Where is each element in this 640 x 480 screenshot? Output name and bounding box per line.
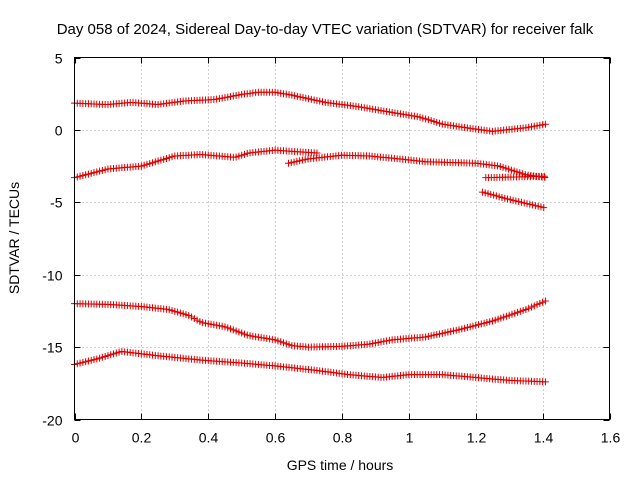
x-tick-label: 1.2 [467, 430, 487, 446]
data-point [541, 297, 549, 305]
data-point [541, 174, 549, 182]
data-point [541, 120, 549, 128]
series-track-5 [478, 188, 548, 212]
chart-title: Day 058 of 2024, Sidereal Day-to-day VTE… [57, 21, 594, 38]
data-point [540, 204, 548, 212]
series-track-7 [71, 348, 549, 386]
x-tick-label: 0.8 [333, 430, 353, 446]
x-tick-label: 0.4 [199, 430, 219, 446]
y-tick-label: 0 [55, 123, 63, 139]
x-tick-label: 0.6 [266, 430, 286, 446]
data-point [541, 378, 549, 386]
y-axis-label: SDTVAR / TECUs [6, 182, 22, 294]
series-track-1 [71, 88, 549, 135]
x-tick-label: 0 [72, 430, 80, 446]
y-tick-label: -10 [42, 268, 62, 284]
data-marks [71, 88, 549, 386]
y-tick-label: -5 [50, 195, 63, 211]
series-track-4 [482, 172, 548, 182]
x-tick-label: 1 [406, 430, 414, 446]
grid-lines [74, 57, 610, 420]
y-tick-label: 5 [55, 51, 63, 67]
x-tick-label: 0.2 [132, 430, 152, 446]
y-tick-label: -20 [42, 413, 62, 429]
series-track-6 [71, 297, 549, 351]
axis-ticks: 0 0.2 0.4 0.6 0.8 1 1.2 1.4 1.6 5 0 -5 -10 -15 -20 [42, 51, 620, 446]
y-tick-label: -15 [42, 340, 62, 356]
series-track-3 [285, 151, 549, 182]
data-point [313, 149, 321, 157]
data-point [540, 172, 548, 180]
x-axis-label: GPS time / hours [287, 457, 394, 473]
series-track-2 [71, 146, 321, 182]
x-tick-label: 1.6 [601, 430, 621, 446]
x-tick-label: 1.4 [534, 430, 554, 446]
